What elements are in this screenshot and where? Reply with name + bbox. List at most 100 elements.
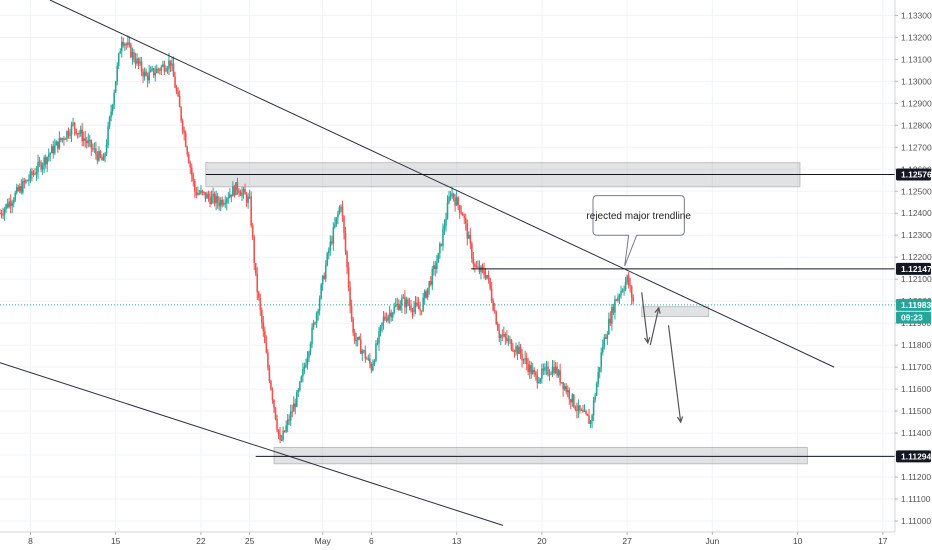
candle-body xyxy=(332,227,335,244)
candle-body xyxy=(498,330,501,338)
candle-body xyxy=(632,297,634,302)
price-tag-label: 1.11983 xyxy=(901,300,932,310)
candle-body xyxy=(117,53,120,66)
candle-body xyxy=(611,306,613,324)
candle-body xyxy=(204,192,207,199)
candle-body xyxy=(96,154,99,161)
price-zone xyxy=(641,306,710,317)
candle-body xyxy=(318,298,321,311)
candle-body xyxy=(168,60,170,69)
candle-body xyxy=(451,193,453,196)
arrow-shaft xyxy=(667,325,682,423)
x-tick-label: May xyxy=(315,536,332,546)
candle-body xyxy=(369,358,371,364)
candle-body xyxy=(337,213,339,218)
candle-body xyxy=(475,266,478,268)
candle-body xyxy=(29,171,32,180)
candle-body xyxy=(127,42,129,45)
candle-body xyxy=(14,192,17,201)
candle-body xyxy=(136,58,138,64)
trendline xyxy=(49,0,835,368)
candle-body xyxy=(591,415,593,422)
candle-body xyxy=(110,111,112,117)
candle-body xyxy=(556,366,558,376)
candle-body xyxy=(302,368,304,377)
candle-body xyxy=(551,366,554,374)
drawn-lines xyxy=(0,0,895,526)
candle-body xyxy=(209,197,211,204)
candle-body xyxy=(589,421,592,425)
candle-body xyxy=(442,229,444,246)
candle-body xyxy=(37,161,39,173)
candle-body xyxy=(288,419,291,421)
candle-body xyxy=(233,186,236,196)
y-tick-label: 1.11800 xyxy=(901,340,931,350)
candle-body xyxy=(548,374,551,376)
candle-body xyxy=(250,196,252,226)
candle-body xyxy=(413,307,415,313)
candle-body xyxy=(157,68,160,70)
candle-body xyxy=(431,269,434,285)
candle-body xyxy=(416,302,418,305)
y-tick-label: 1.12700 xyxy=(901,142,932,152)
candle-body xyxy=(66,131,68,139)
candle-body xyxy=(340,206,342,208)
y-tick-label: 1.11600 xyxy=(901,384,931,394)
candle-body xyxy=(385,319,388,321)
candle-body xyxy=(574,406,577,410)
candle-body xyxy=(261,309,263,323)
callout-box xyxy=(592,195,685,267)
candle-body xyxy=(373,360,376,365)
arrow-head xyxy=(644,337,651,345)
candle-body xyxy=(69,134,71,136)
candle-body xyxy=(490,288,493,301)
candle-body xyxy=(47,155,50,158)
candle-body xyxy=(195,191,198,195)
candle-body xyxy=(300,376,303,382)
candle-body xyxy=(366,358,368,360)
candle-body xyxy=(274,407,277,420)
candle-body xyxy=(533,370,536,373)
candle-body xyxy=(621,290,624,292)
candle-body xyxy=(419,309,421,311)
price-tag xyxy=(896,311,931,324)
candle-body xyxy=(585,410,587,414)
candle-body xyxy=(148,71,150,81)
candle-body xyxy=(550,373,552,375)
candle-body xyxy=(280,439,283,441)
candle-body xyxy=(201,190,204,192)
candle-body xyxy=(381,322,383,326)
candle-body xyxy=(545,366,548,368)
candle-body xyxy=(11,203,13,206)
candle-body xyxy=(159,69,161,71)
x-tick-label: 10 xyxy=(793,536,803,546)
candle-body xyxy=(23,181,26,183)
candle-body xyxy=(487,275,490,279)
price-tag xyxy=(896,262,931,275)
candle-body xyxy=(239,193,242,196)
candle-body xyxy=(562,382,564,390)
candle-body xyxy=(391,312,394,318)
candle-body xyxy=(375,343,377,361)
candle-body xyxy=(160,66,163,71)
candle-body xyxy=(378,330,380,344)
candle-body xyxy=(501,335,504,337)
candle-body xyxy=(393,306,396,313)
candle-body xyxy=(361,350,364,354)
candle-body xyxy=(454,198,456,206)
candle-body xyxy=(190,167,193,176)
candle-body xyxy=(6,204,9,208)
candle-body xyxy=(181,120,184,131)
candle-body xyxy=(606,334,609,339)
candle-body xyxy=(579,405,581,411)
candle-body xyxy=(152,68,155,76)
candle-body xyxy=(95,148,97,155)
candle-body xyxy=(364,350,367,359)
candle-body xyxy=(128,42,131,45)
candle-body xyxy=(259,298,262,310)
candle-body xyxy=(387,316,389,321)
candle-body xyxy=(493,310,496,312)
price-tag-label: 1.11294 xyxy=(901,451,932,461)
